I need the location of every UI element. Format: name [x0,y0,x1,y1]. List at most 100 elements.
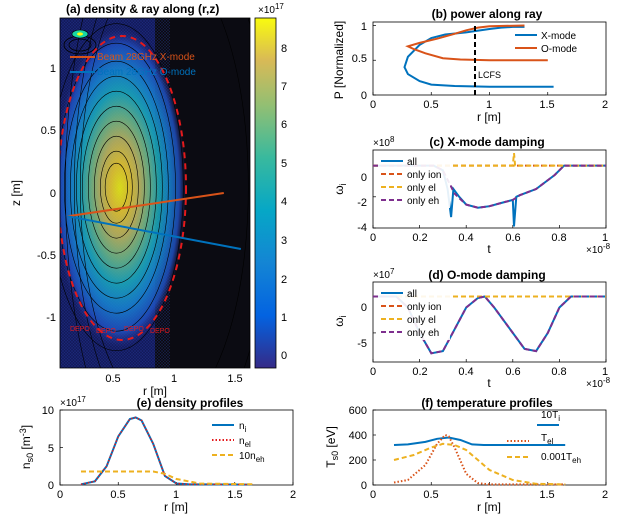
density-core [60,28,186,348]
colorbar-tick: 0 [281,350,287,362]
plot-frame [59,17,251,369]
legend: 10Ti Tel 0.001Teh [507,410,581,465]
ray-paths [67,192,241,250]
legend: Beam 28GHz X-mode Beam 28GHz O-mode [70,52,196,78]
plot-e-marks [59,409,294,486]
legend-label: 10Ti [541,410,560,423]
contour-line [70,75,163,299]
x-tick-labels: 0 0.2 0.4 0.6 0.8 1 [370,232,608,244]
x-tick-labels: 0 0.5 1 1.5 2 [370,99,608,111]
colorbar-tick: 5 [281,158,287,170]
y-tick-labels: 0 -5 [357,302,367,350]
x-tick-label: 1 [602,366,608,378]
x-tick-label: 1 [486,99,492,111]
series-0001teh [393,442,566,486]
legend-label: only eh [407,328,439,339]
contour-line [88,120,145,254]
x-tick-label: 1.5 [539,489,554,501]
x-tick-label: 0.4 [458,232,473,244]
legend: all only ion only el only eh [378,152,450,208]
depo-annotation: DEPO [96,328,116,335]
colorbar-tick: 2 [281,274,287,286]
contour-line [64,60,169,314]
legend-label: 10neh [239,451,265,464]
y-tick-label: 0 [361,172,367,184]
x-tick-label: 0.2 [412,232,427,244]
panel-a-heatmap: (a) density & ray along (r,z) DEPO DEPO … [9,2,287,398]
colorbar [254,17,277,369]
y-tick-labels: 600 400 200 0 [349,405,367,492]
lcfs-label: LCFS [478,70,501,80]
colorbar-tick: 4 [281,196,287,208]
x-tick-label: 0 [57,489,63,501]
y-tick-label: 0.5 [352,53,367,65]
legend-label: Beam 28GHz O-mode [97,67,196,78]
legend: ni nel 10neh [212,421,265,464]
x-tick-label: 2 [602,489,608,501]
ray-o-mode [67,215,241,250]
x-tick-label: 0 [370,366,376,378]
y-tick-label: -4 [357,222,367,234]
y-tick-labels: 1 0.5 0 [352,21,367,102]
x-tick-label: 0.8 [551,366,566,378]
x-tick-label: 0 [370,232,376,244]
contour-line [82,105,151,269]
x-tick-label: 1 [173,489,179,501]
legend: all only ion only el only eh [378,284,450,340]
density-contours [60,18,250,368]
contour-line [60,23,184,351]
lcfs-boundary [60,35,187,341]
series-only-el [373,153,606,167]
series-10ti [393,436,566,446]
colorbar-ticks: 8 7 6 5 4 3 2 1 0 [281,43,287,362]
plot-frame [372,281,607,363]
depo-annotation: DEPO [70,326,90,333]
x-tick-label: 0.4 [458,366,473,378]
colorbar-exponent: ×1017 [258,2,284,16]
panel-c-title: (c) X-mode damping [429,135,544,149]
x-tick-label: 1.5 [539,99,554,111]
x-tick-label: 0.6 [505,232,520,244]
depo-annotation: DEPO [124,326,144,333]
y-axis-label: ns0 [m-3] [18,425,35,469]
panel-e-title: (e) density profiles [137,396,244,410]
x-tick-label: 0.8 [551,232,566,244]
legend-label: only el [407,183,436,194]
x-tick-label: 1 [602,232,608,244]
x-tick-label: 0.6 [505,366,520,378]
x-tick-labels: 0.5 1 1.5 [105,373,242,385]
series-only-eh [373,295,606,355]
y-exponent: ×1017 [60,395,86,409]
y-tick-labels: 10 5 0 [42,405,54,492]
y-tick-label: -2 [357,197,367,209]
x-tick-labels: 0 0.2 0.4 0.6 0.8 1 [370,366,608,378]
y-tick-label: 0 [48,480,54,492]
x-axis-label: t [487,242,491,256]
y-tick-label: 1 [361,21,367,33]
legend-label: all [407,157,417,168]
x-tick-label: 2 [602,99,608,111]
contour-line [60,42,176,332]
x-tick-label: 0 [370,99,376,111]
y-tick-label: 0 [361,302,367,314]
y-axis-label: ωi [332,315,348,326]
plot-f-marks [372,409,607,486]
x-axis-label: t [487,376,491,390]
contour-line [100,150,133,224]
x-tick-label: 0.5 [110,489,125,501]
x-tick-label: 0.5 [423,99,438,111]
x-tick-label: 1.5 [227,489,242,501]
x-tick-labels: 0 0.5 1 1.5 2 [57,489,296,501]
plot-frame [372,149,607,229]
x-tick-label: 1 [171,373,177,385]
y-tick-label: 600 [349,405,367,417]
colorbar-tick: 8 [281,43,287,55]
x-tick-labels: 0 0.5 1 1.5 2 [370,489,608,501]
legend-label: Tel [541,433,554,446]
series-x-mode [403,25,554,88]
contour-line [80,18,249,368]
y-tick-label: 0 [50,188,56,200]
series-nel [80,416,253,486]
contour-line [94,135,139,239]
